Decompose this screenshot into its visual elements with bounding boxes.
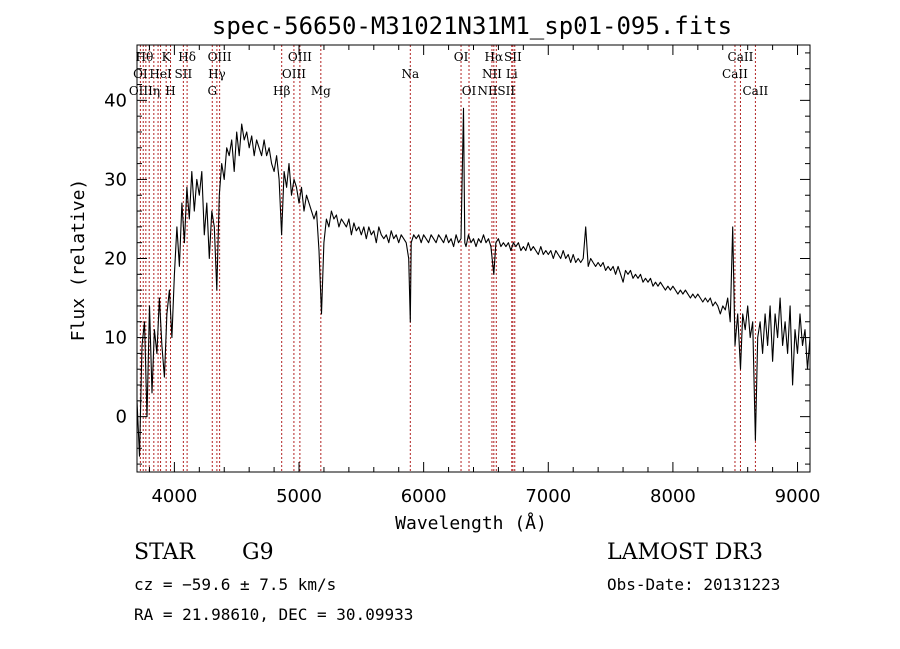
line-label-0: Hθ [136,50,154,64]
y-axis-label: Flux (relative) [68,179,89,342]
line-label-12: Hγ [208,67,226,81]
line-label-18: OIIIη [129,84,160,98]
line-label-15: NII [482,67,502,81]
line-label-22: Mg [311,84,331,98]
line-label-16: Li [506,67,518,81]
line-label-2: Hδ [178,50,196,64]
x-tick-label-2: 6000 [401,486,447,507]
y-tick-label-3: 30 [104,169,127,190]
x-tick-label-4: 8000 [650,486,696,507]
coordinates-text: RA = 21.98610, DEC = 30.09933 [134,605,413,624]
line-label-5: OI [454,50,469,64]
object-subclass: G9 [242,540,274,565]
line-label-10: HeI [149,67,172,81]
chart-title: spec-56650-M31021N31M1_sp01-095.fits [212,12,732,40]
y-tick-label-0: 0 [116,407,127,428]
line-label-3: OIII [208,50,232,64]
redshift-text: cz = −59.6 ± 7.5 km/s [134,575,336,594]
emission-line-markers [139,45,756,472]
line-label-6: Hα [485,50,504,64]
line-label-20: G [207,84,217,98]
line-label-17: CaII [722,67,748,81]
obs-date: Obs-Date: 20131223 [607,575,780,594]
x-axis-ticks: 4000 5000 6000 7000 8000 9000 [148,45,821,507]
line-label-11: SII [175,67,193,81]
line-label-7: SII [504,50,522,64]
y-axis-ticks: 0 10 20 30 40 [104,52,810,465]
x-tick-label-1: 5000 [276,486,322,507]
line-label-1: K [162,50,172,64]
y-tick-label-2: 20 [104,249,127,270]
line-label-21: Hβ [273,84,290,98]
y-tick-label-1: 10 [104,328,127,349]
object-class: STAR [134,540,196,565]
plot-frame [136,44,811,473]
x-tick-label-0: 4000 [151,486,197,507]
survey-name: LAMOST DR3 [607,540,763,565]
x-axis-label: Wavelength (Å) [395,512,547,534]
x-tick-label-3: 7000 [525,486,571,507]
line-label-13: OIII [282,67,306,81]
y-tick-label-4: 40 [104,90,127,111]
x-tick-label-5: 9000 [775,486,821,507]
line-label-14: Na [401,67,419,81]
spectrum-line-0 [136,107,811,457]
line-label-23: OI [462,84,477,98]
spectrum-series [136,107,811,457]
line-label-19: H [165,84,175,98]
line-label-25: CaII [742,84,768,98]
line-label-24: NIISII [477,84,515,98]
line-label-8: CaII [728,50,754,64]
line-label-4: OIII [288,50,312,64]
